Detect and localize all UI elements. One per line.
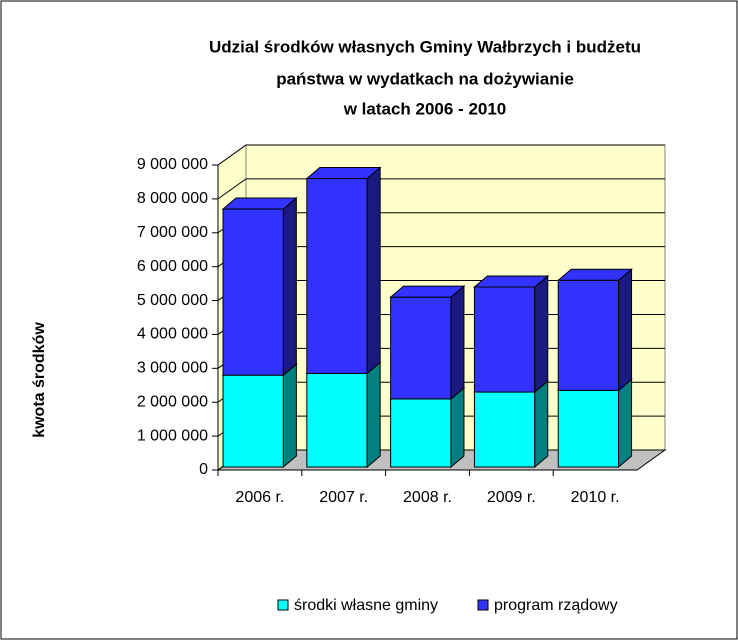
bar-top (389, 285, 466, 298)
y-tick-label: 4 000 000 (137, 326, 208, 343)
bar-side (366, 166, 381, 375)
bar (473, 286, 536, 393)
y-tick-label: 7 000 000 (137, 224, 208, 241)
chart-title: Udzial środków własnych Gminy Wałbrzych … (209, 37, 641, 56)
y-tick-label: 0 (199, 461, 208, 478)
x-tick-label: 2009 r. (487, 489, 536, 506)
chart-title: państwa w wydatkach na dożywianie (276, 69, 574, 88)
grid-line (217, 178, 247, 200)
x-tick-label: 2008 r. (403, 489, 452, 506)
bar (473, 391, 536, 468)
bar-top (221, 197, 298, 210)
bar (222, 208, 284, 376)
bar-side (366, 361, 381, 469)
y-tick-label: 6 000 000 (137, 258, 208, 275)
bar (306, 372, 368, 468)
bar-side (618, 268, 633, 392)
y-axis-label: kwota środków (31, 322, 48, 438)
y-tick-label: 9 000 000 (137, 156, 208, 173)
y-tick-label: 5 000 000 (137, 292, 208, 309)
bar-side (534, 274, 549, 394)
bar-top (305, 167, 382, 180)
bar (557, 279, 620, 391)
bar-side (534, 379, 549, 469)
legend-label: program rządowy (494, 597, 618, 614)
legend-label: środki własne gminy (294, 597, 438, 614)
bar (390, 398, 452, 468)
bar (557, 389, 620, 468)
bar-side (282, 363, 297, 469)
bar-top (473, 275, 550, 288)
legend-swatch (477, 599, 489, 611)
y-tick-label: 3 000 000 (137, 360, 208, 377)
x-tick-label: 2006 r. (235, 489, 284, 506)
bar (306, 178, 368, 374)
bar (222, 374, 284, 468)
legend-swatch (277, 599, 289, 611)
y-tick-label: 8 000 000 (137, 190, 208, 207)
grid-line (217, 144, 247, 166)
bar (390, 296, 452, 400)
bar-top (556, 268, 633, 281)
bar-side (450, 386, 465, 469)
bar-side (282, 196, 297, 377)
x-tick-label: 2010 r. (571, 489, 620, 506)
x-tick-label: 2007 r. (319, 489, 368, 506)
y-tick-label: 2 000 000 (137, 393, 208, 410)
y-tick-label: 1 000 000 (137, 427, 208, 444)
chart-title: w latach 2006 - 2010 (343, 99, 507, 118)
bar-side (618, 378, 633, 469)
bar-side (450, 285, 465, 400)
